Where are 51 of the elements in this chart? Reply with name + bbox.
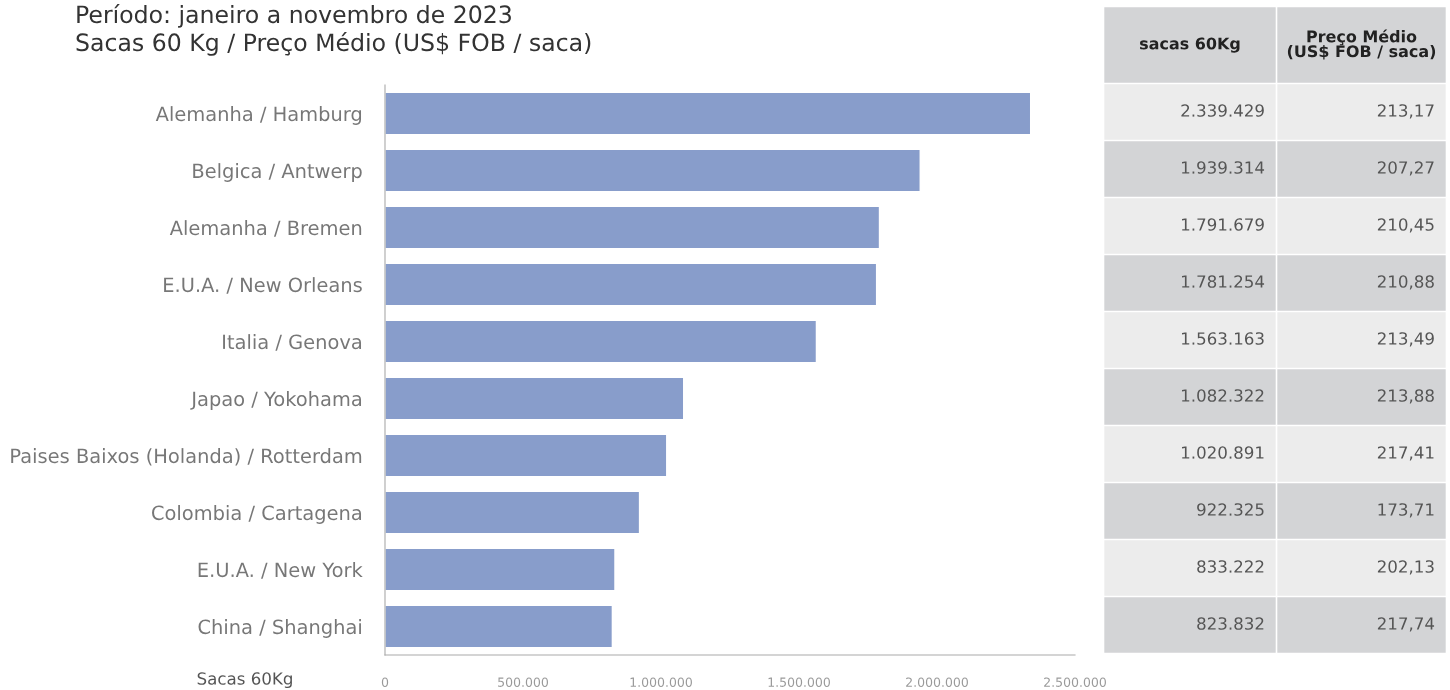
data-label: 1.563.163 (1182, 332, 1264, 345)
bar (385, 205, 881, 250)
data-label: 1.781.254 (1182, 275, 1265, 288)
bar (385, 376, 685, 421)
data-label: 217,74 (1377, 617, 1435, 632)
chart-title: Período: janeiro a novembro de 2023 (77, 4, 511, 28)
y-tick-label: Paises Baixos (Holanda) / Rotterdam (11, 448, 362, 466)
y-tick-label: Belgica / Antwerp (193, 163, 362, 182)
bar (385, 547, 616, 592)
y-tick-label: Japao / Yokohama (190, 391, 362, 410)
bar (385, 148, 921, 193)
data-label: 213,17 (1377, 104, 1434, 119)
data-label: 217,41 (1377, 446, 1434, 461)
x-tick-label: 0 (381, 677, 389, 687)
bar (385, 262, 878, 307)
data-label: 823.832 (1197, 617, 1264, 630)
x-tick-label: 2.000.000 (906, 677, 968, 687)
y-tick-label: E.U.A. / New Orleans (164, 277, 362, 294)
bar (385, 490, 641, 535)
x-tick-label: 500.000 (498, 677, 549, 687)
data-label: 210,88 (1377, 275, 1434, 290)
data-label: 1.939.314 (1182, 161, 1265, 174)
x-tick-label: 1.500.000 (768, 677, 830, 687)
text: sacas 60Kg (1140, 37, 1240, 53)
data-label: 833.222 (1197, 560, 1264, 573)
x-tick-label: 1.000.000 (630, 677, 692, 687)
data-label: 1.082.322 (1182, 389, 1264, 402)
text: Preço Médio (US$ FOB / saca) (1287, 29, 1436, 60)
data-label: 210,45 (1377, 218, 1434, 233)
y-tick-label: China / Shanghai (198, 619, 361, 638)
data-label: 213,88 (1377, 389, 1434, 404)
bar (385, 433, 668, 478)
y-tick-label: Colombia / Cartagena (152, 505, 362, 524)
data-label: 173,71 (1378, 503, 1434, 518)
y-tick-label: Alemanha / Hamburg (155, 106, 362, 125)
chart-subtitle: Sacas 60 Kg / Preço Médio (US$ FOB / saca) (76, 32, 591, 56)
y-tick-label: Italia / Genova (223, 334, 362, 351)
data-label: 1.791.679 (1182, 218, 1264, 231)
bar (385, 604, 614, 649)
data-label: 2.339.429 (1181, 104, 1264, 117)
bar (385, 319, 818, 364)
y-tick-label: Alemanha / Bremen (169, 220, 362, 237)
data-label: 213,49 (1377, 332, 1434, 347)
bar (385, 91, 1032, 136)
data-label: 207,27 (1377, 161, 1434, 176)
data-label: 202,13 (1377, 560, 1434, 575)
y-tick-label: E.U.A. / New York (198, 562, 363, 579)
x-axis-title: Sacas 60Kg (197, 672, 292, 689)
data-label: 1.020.891 (1182, 446, 1264, 459)
x-tick-label: 2.500.000 (1044, 677, 1106, 687)
data-label: 922.325 (1197, 503, 1264, 516)
